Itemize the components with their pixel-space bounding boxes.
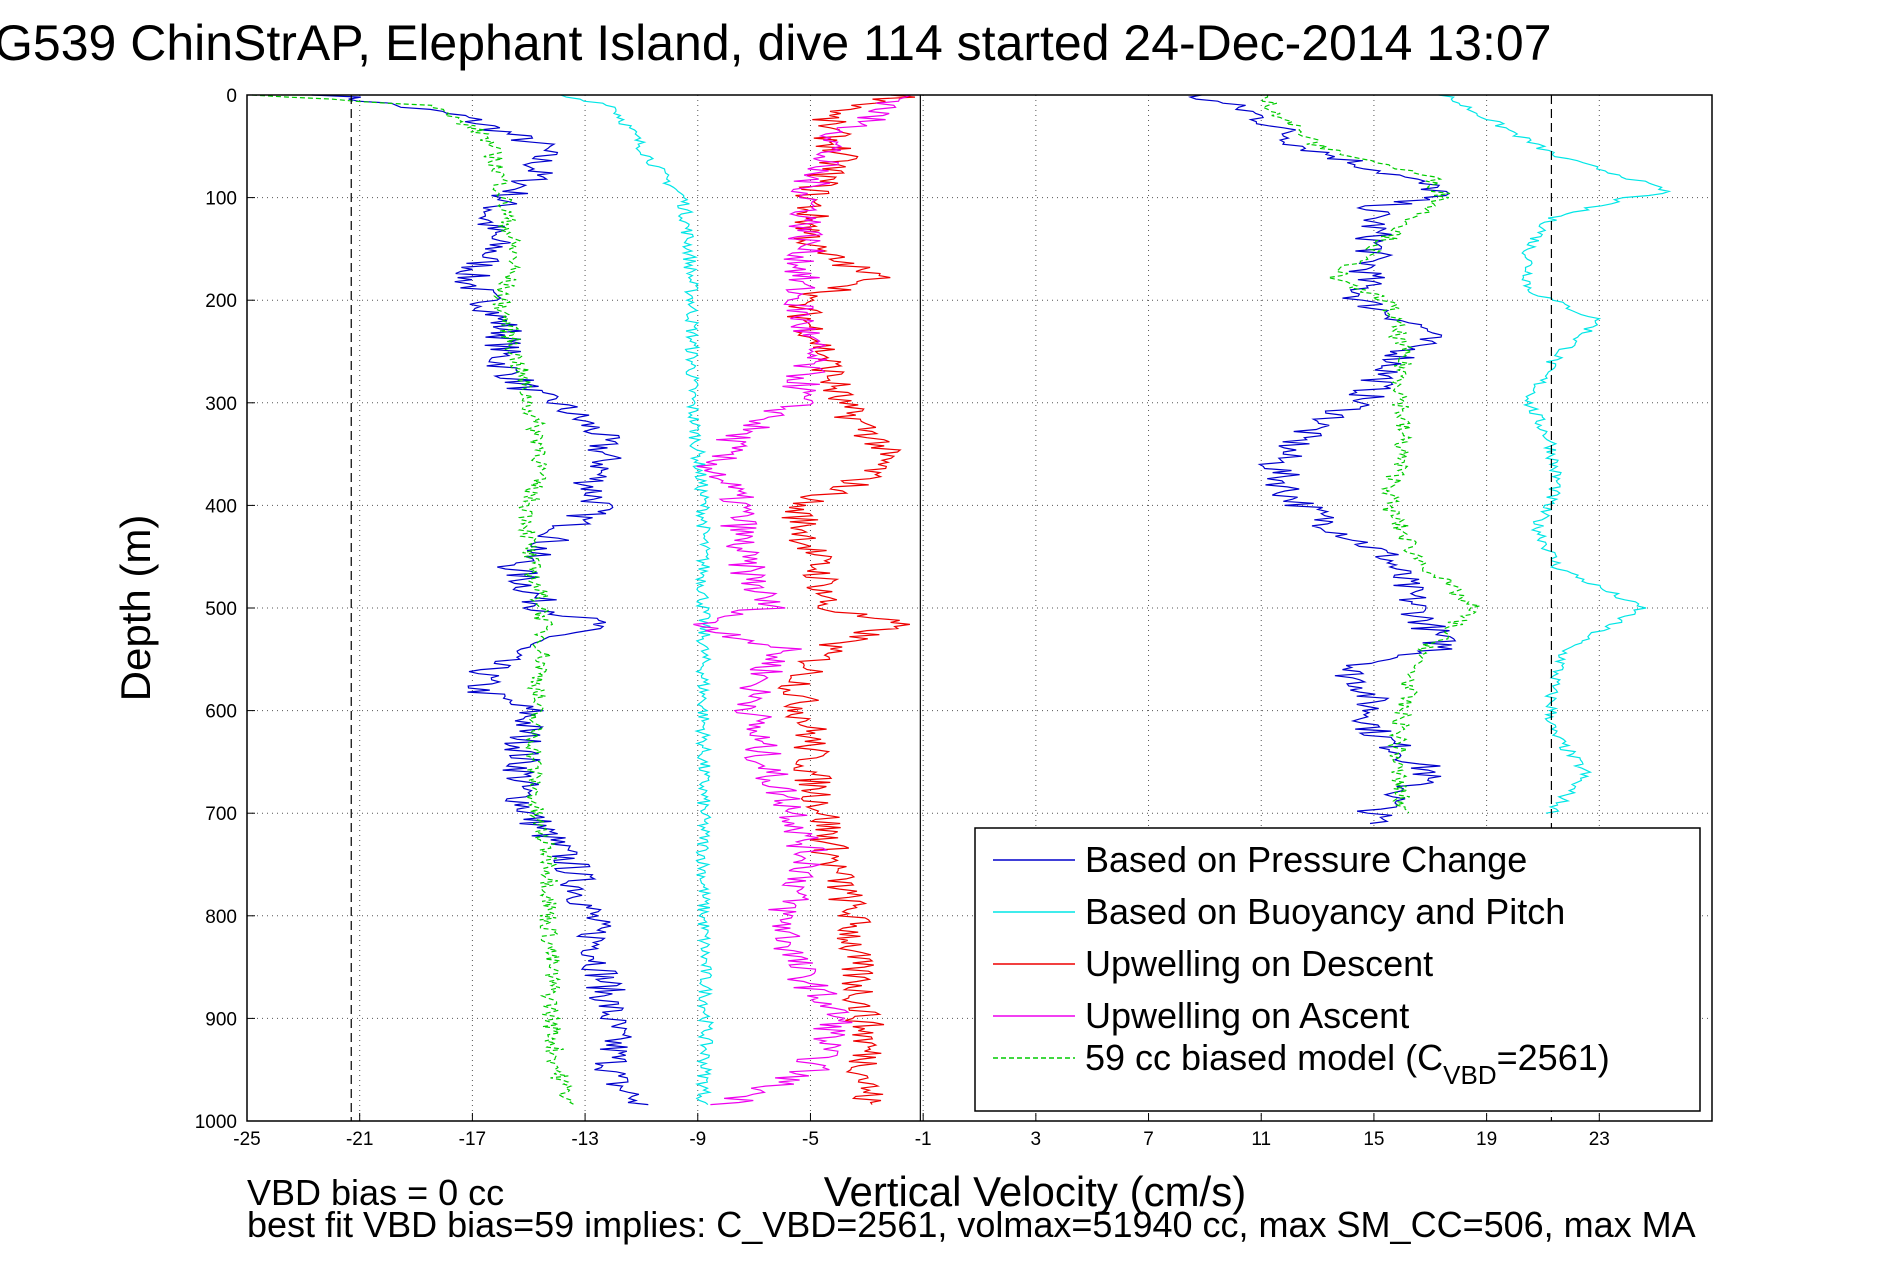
y-tick-label: 900 [205, 1009, 237, 1030]
series-line-up_descent [777, 94, 916, 1105]
footer-best-fit: best fit VBD bias=59 implies: C_VBD=2561… [247, 1204, 1696, 1245]
legend-label: Upwelling on Descent [1085, 943, 1433, 984]
legend-box [974, 827, 1701, 1112]
legend-label: 59 cc biased model (CVBD=2561) [1085, 1037, 1610, 1090]
x-tick-label: 23 [1589, 1129, 1610, 1150]
y-tick-label: 600 [205, 702, 237, 723]
x-tick-label: -13 [571, 1129, 598, 1150]
x-tick-label: -1 [915, 1129, 932, 1150]
chart-title: G539 ChinStrAP, Elephant Island, dive 11… [0, 15, 1552, 71]
x-tick-label: 15 [1363, 1129, 1384, 1150]
y-tick-label: 400 [205, 496, 237, 517]
x-tick-label: 3 [1031, 1129, 1042, 1150]
y-tick-label: 200 [205, 291, 237, 312]
x-tick-label: -25 [233, 1129, 260, 1150]
series-line-pressure [1187, 94, 1457, 825]
plot-frame [246, 94, 1713, 1122]
y-tick-label: 700 [205, 804, 237, 825]
x-axis-label: Vertical Velocity (cm/s) [824, 1168, 1246, 1215]
legend-label: Upwelling on Ascent [1085, 995, 1409, 1036]
x-tick-label: 11 [1251, 1129, 1271, 1150]
series-group [251, 94, 1672, 1106]
legend-label: Based on Pressure Change [1085, 839, 1527, 880]
x-tick-label: -9 [689, 1129, 706, 1150]
y-tick-label: 0 [226, 86, 237, 107]
x-tick-label: -21 [346, 1129, 373, 1150]
series-line-buoyancy [560, 94, 715, 1106]
x-tick-label: -5 [802, 1129, 819, 1150]
series-line-buoyancy [1438, 94, 1672, 814]
x-tick-labels: -25 -21 -17 -13 -9 -5 -1 3 7 11 15 19 23 [233, 1129, 1610, 1150]
x-tick-label: 19 [1476, 1129, 1497, 1150]
series-line-model [1261, 94, 1480, 814]
legend: Based on Pressure Change Based on Buoyanc… [974, 827, 1701, 1112]
series-line-pressure [311, 94, 649, 1106]
series-line-up_ascent [693, 94, 912, 1106]
y-tick-labels: 0 100 200 300 400 500 600 700 800 900 1000 [195, 86, 237, 1133]
x-tick-label: -17 [459, 1129, 486, 1150]
x-tick-label: 7 [1143, 1129, 1154, 1150]
series-line-model [251, 94, 575, 1106]
y-tick-label: 300 [205, 394, 237, 415]
y-tick-label: 100 [205, 189, 237, 210]
footer-vbd-bias: VBD bias = 0 cc [247, 1172, 505, 1213]
y-tick-label: 800 [205, 907, 237, 928]
y-axis-label: Depth (m) [112, 515, 159, 702]
y-tick-label: 1000 [195, 1112, 237, 1133]
legend-label: Based on Buoyancy and Pitch [1085, 891, 1565, 932]
y-tick-label: 500 [205, 599, 237, 620]
